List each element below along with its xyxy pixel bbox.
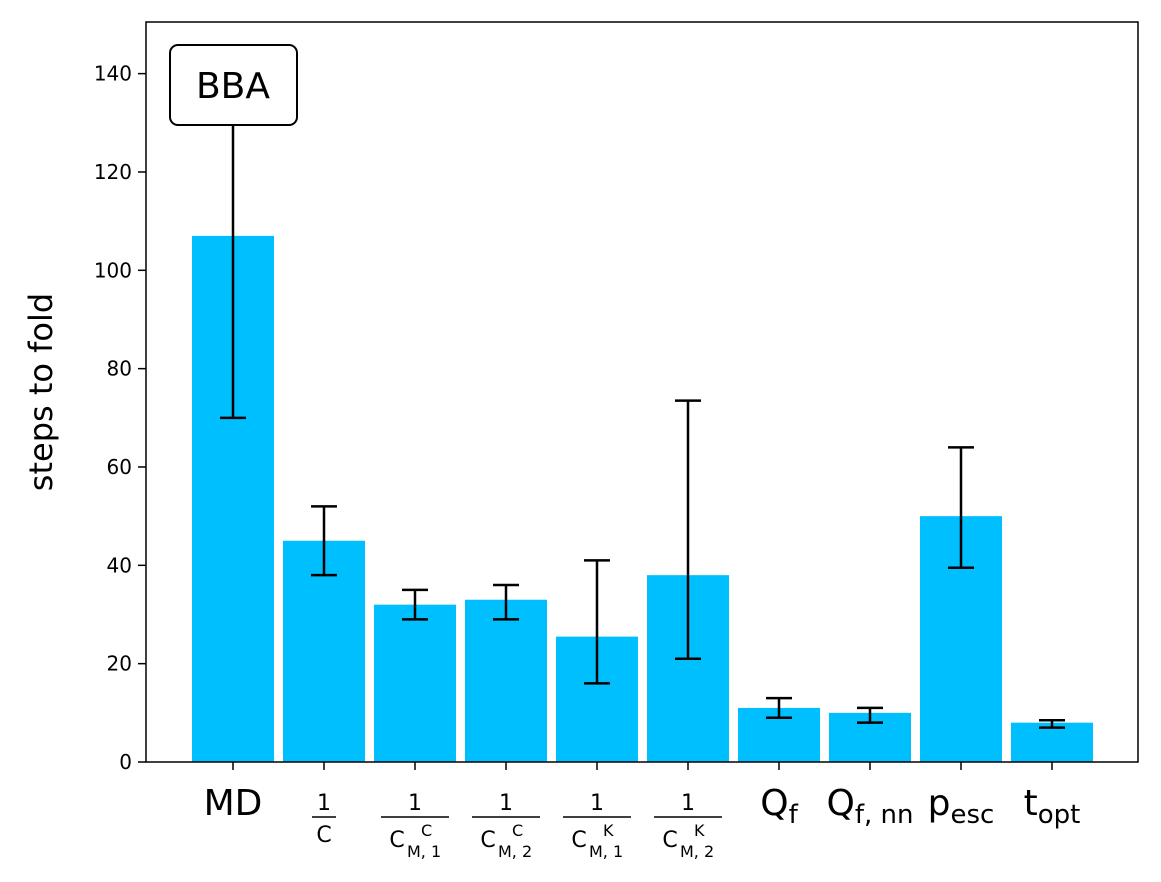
x-tick-label: Qf, nn xyxy=(827,783,914,830)
bar xyxy=(1011,722,1093,762)
x-tick-label: 1C xyxy=(312,791,336,848)
y-tick-label: 80 xyxy=(107,357,132,381)
fraction-numerator: 1 xyxy=(408,791,422,816)
x-tick-label: 1C K M, 1 xyxy=(563,791,631,861)
fraction-denominator: C xyxy=(662,828,677,853)
y-tick-label: 100 xyxy=(94,258,132,282)
fraction-superscript: K xyxy=(694,821,705,840)
y-tick-label: 60 xyxy=(107,455,132,479)
x-tick-label: pesc xyxy=(928,783,995,830)
y-axis: 0 20 40 60 80 100 120 140 xyxy=(94,62,146,774)
fraction-numerator: 1 xyxy=(681,791,695,816)
plot-frame xyxy=(145,21,1139,763)
bars-layer xyxy=(192,235,1093,763)
fraction-subscript: M, 1 xyxy=(589,842,623,861)
y-axis-label: steps to fold xyxy=(22,293,60,491)
y-tick-label: 20 xyxy=(107,652,132,676)
fraction-subscript: M, 1 xyxy=(407,842,441,861)
fraction-denominator: C xyxy=(571,828,586,853)
bar xyxy=(283,540,365,762)
fraction-denominator: C xyxy=(389,828,404,853)
x-tick-label: 1C CM, 1 xyxy=(381,791,449,861)
x-tick-label: topt xyxy=(1024,783,1081,830)
x-tick-label: 1C K M, 2 xyxy=(654,791,722,861)
fraction-subscript: M, 2 xyxy=(498,842,532,861)
fraction-superscript: K xyxy=(603,821,614,840)
y-tick-label: 0 xyxy=(119,750,132,774)
x-tick-label-text: topt xyxy=(1024,783,1081,830)
fraction-numerator: 1 xyxy=(499,791,513,816)
x-tick-label-text: Qf, nn xyxy=(827,783,914,830)
x-tick-label: 1C CM, 2 xyxy=(472,791,540,861)
y-tick-label: 140 xyxy=(94,62,132,86)
y-tick-label: 120 xyxy=(94,160,132,184)
fraction-denominator: C xyxy=(316,823,331,848)
fraction-numerator: 1 xyxy=(590,791,604,816)
fraction-subscript: M, 2 xyxy=(680,842,714,861)
bar xyxy=(465,599,547,762)
fraction-denominator: C xyxy=(480,828,495,853)
x-tick-label-text: Qf xyxy=(760,783,798,830)
x-tick-label-text: MD xyxy=(204,783,263,824)
x-tick-label: MD xyxy=(204,783,263,824)
error-bars-layer xyxy=(220,116,1065,729)
fraction-superscript: C xyxy=(512,821,523,840)
x-tick-label: Qf xyxy=(760,783,798,830)
fraction-numerator: 1 xyxy=(317,791,331,816)
panel-label: BBA xyxy=(196,66,270,107)
x-tick-label-text: pesc xyxy=(928,783,995,830)
bar xyxy=(374,604,456,762)
fraction-superscript: C xyxy=(421,821,432,840)
panel-label-box: BBA xyxy=(169,44,298,126)
y-tick-label: 40 xyxy=(107,553,132,577)
